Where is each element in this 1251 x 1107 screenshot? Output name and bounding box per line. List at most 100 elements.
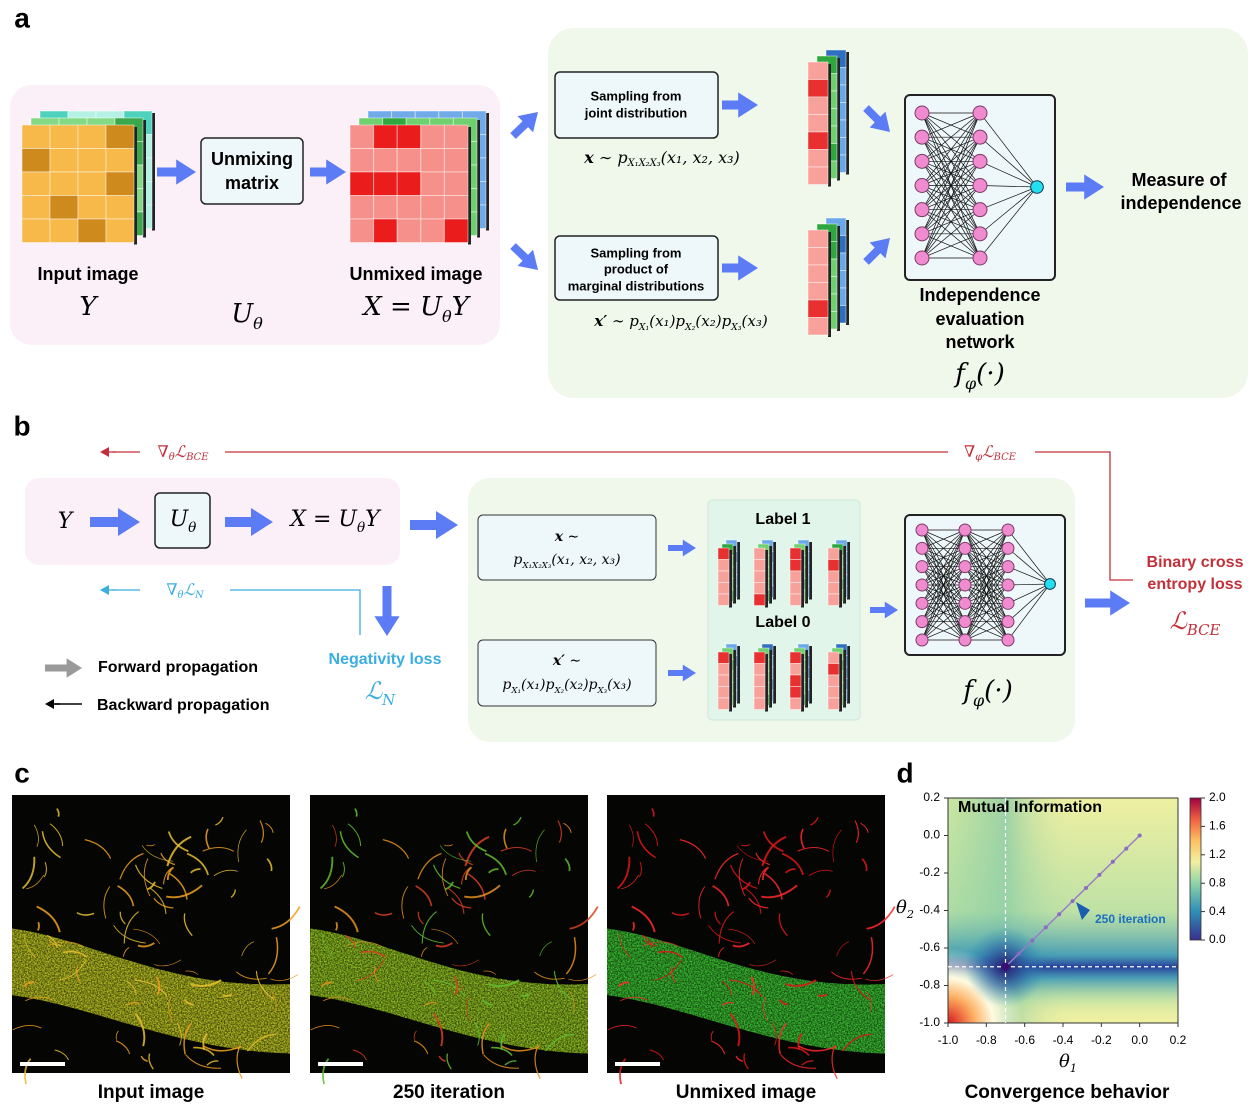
x-tick-label: 0.2 [1170,1033,1187,1047]
pixel [22,149,50,173]
output-label: Measure of [1131,170,1227,190]
math-subscript: X₁ [638,322,649,333]
x-tick-label: -0.8 [976,1033,997,1047]
math-part: (·) [984,676,1013,706]
loss-label: entropy loss [1147,576,1242,593]
math-part: θ [896,897,907,918]
math-subscript: X₃ [597,686,608,696]
pixel [808,300,828,318]
neuron [915,251,929,265]
neuron [1002,634,1014,646]
pixel [754,675,765,687]
colorbar-tick-label: 1.2 [1209,847,1226,861]
neuron [915,179,929,193]
neuron [916,524,928,536]
pixel [828,548,839,560]
pixel [808,265,828,283]
colorbar-tick-label: 0.0 [1209,932,1226,946]
marginal-formula: pX₁(x₁)pX₂(x₂)pX₃(x₃) [502,677,631,696]
input-symbol: Y [79,292,99,322]
box-label: product of [604,261,669,276]
pixel [828,571,839,583]
neuron [1002,542,1014,554]
neuron [973,130,987,144]
scale-bar [318,1062,363,1066]
pixel [22,125,50,149]
neuron [1002,561,1014,573]
annotation: 250 iteration [1095,912,1166,926]
unmixed-symbol: X = UθY [361,292,471,326]
pixel [718,548,729,560]
neuron [916,597,928,609]
image-caption: Unmixed image [676,1082,816,1103]
pixel [374,196,398,220]
colorbar-tick-label: 0.8 [1209,875,1226,889]
trajectory-point [1044,925,1048,929]
label-title: Label 0 [755,614,810,631]
pixel [808,167,828,185]
marginal-box [478,640,656,706]
pixel [718,594,729,606]
math-part: (x₂)p [695,312,731,330]
neuron [916,616,928,628]
pixel [50,219,78,243]
pixel [828,675,839,687]
math-part: ∇ [158,442,169,461]
trajectory-point [1097,873,1101,877]
pixel [350,196,374,220]
y-tick-label: -0.6 [919,940,940,954]
math-subscript: X₃ [730,322,742,333]
pixel [718,571,729,583]
neuron [1002,616,1014,628]
panel-letter: d [896,757,913,788]
math-subscript: X₁X₂X₃ [627,158,661,169]
label-title: Label 1 [755,511,810,528]
math-subscript: θ [442,307,452,326]
math-part: p [502,677,511,693]
math-part: ∼ [565,653,581,669]
pixel [790,652,801,664]
pixel [22,219,50,243]
pixel [106,149,134,173]
math-bold: x [583,148,594,167]
pixel [718,583,729,595]
pixel [718,664,729,676]
figure: aUnmixingmatrixInput imageYUθUnmixed ima… [0,0,1251,1107]
y-tick-label: 0.0 [923,828,940,842]
math-subscript: θ [357,520,365,536]
network-label: network [945,332,1015,352]
neuron [959,524,971,536]
matrix-label: matrix [225,173,279,193]
neuron [959,597,971,609]
marginal-formula: x′ ∼ pX₁(x₁)pX₂(x₂)pX₃(x₃) [593,312,768,333]
pixel [444,196,468,220]
math-part: (x₁)p [649,312,685,330]
pixel [828,687,839,699]
math-subscript: 2 [906,908,914,921]
math-part: (x₁, x₂, x₃) [551,552,620,568]
pixel [718,560,729,572]
trajectory-point [1138,834,1142,838]
pixel [350,172,374,196]
pixel [78,196,106,220]
pixel [22,196,50,220]
loss-label: Binary cross [1147,554,1244,571]
pixel [828,583,839,595]
pixel [106,125,134,149]
math-subscript: θ [188,520,196,536]
x-tick-label: 0.0 [1131,1033,1148,1047]
neuron [959,579,971,591]
network-label: evaluation [935,309,1024,329]
pixel [808,115,828,133]
neuron [916,542,928,554]
pixel [78,172,106,196]
y-tick-label: 0.2 [923,790,940,804]
pixel [790,571,801,583]
pixel [808,318,828,336]
math-part: ℒ [183,580,195,599]
neuron [973,179,987,193]
math-part: Y [365,507,382,532]
pixel [828,664,839,676]
scale-bar [615,1062,660,1066]
pixel [808,230,828,248]
